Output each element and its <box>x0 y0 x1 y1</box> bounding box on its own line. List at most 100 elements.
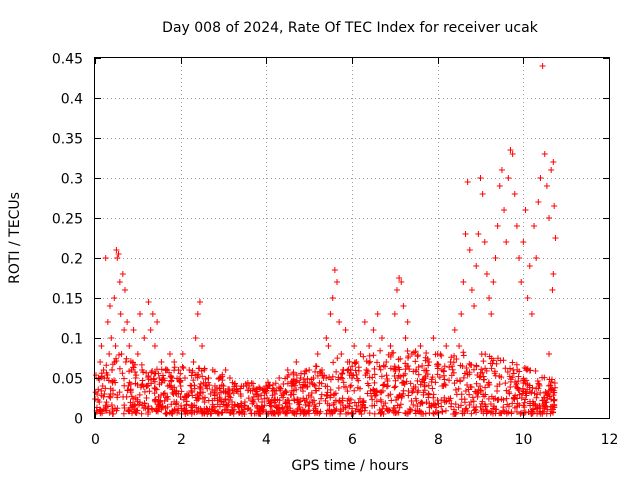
data-point <box>415 371 422 378</box>
data-point <box>471 303 478 309</box>
data-point <box>256 384 263 391</box>
data-point <box>357 351 364 357</box>
data-point <box>232 380 239 387</box>
data-point <box>158 406 165 413</box>
data-point <box>290 370 297 377</box>
data-point <box>301 370 308 377</box>
data-point <box>101 391 108 397</box>
data-point <box>515 378 522 385</box>
data-point <box>506 390 513 397</box>
data-point <box>181 405 188 412</box>
data-point <box>140 383 147 390</box>
data-point <box>380 410 387 417</box>
data-point <box>172 400 179 407</box>
data-point <box>452 401 459 408</box>
data-point <box>421 387 428 394</box>
data-point <box>123 355 130 362</box>
data-point <box>311 381 318 388</box>
data-point <box>189 367 196 374</box>
data-point <box>487 409 494 416</box>
data-point <box>484 407 491 414</box>
data-point <box>442 407 449 414</box>
data-point <box>149 406 156 413</box>
data-point <box>223 402 230 409</box>
data-point <box>547 410 554 417</box>
data-point <box>343 410 350 417</box>
data-point <box>469 394 476 401</box>
data-point <box>478 400 485 407</box>
data-point <box>223 407 230 414</box>
data-point <box>414 377 421 384</box>
data-point <box>419 362 426 369</box>
data-point <box>180 365 187 372</box>
x-tick-label: 8 <box>434 432 443 448</box>
data-point <box>418 378 425 385</box>
data-point <box>548 396 555 403</box>
data-point <box>536 402 543 409</box>
data-point <box>340 405 347 412</box>
data-point <box>151 384 158 391</box>
data-point <box>158 359 165 365</box>
data-point <box>400 387 407 394</box>
data-point <box>136 391 143 398</box>
data-point <box>534 410 541 417</box>
data-point <box>460 279 467 285</box>
data-point <box>471 366 477 373</box>
data-point <box>120 375 127 382</box>
data-point <box>219 409 226 416</box>
data-point <box>349 375 355 381</box>
data-point <box>505 175 512 181</box>
data-point <box>199 343 206 349</box>
data-point <box>160 372 167 379</box>
data-point <box>389 350 396 357</box>
data-point <box>162 367 169 373</box>
data-point <box>211 383 218 389</box>
data-point <box>340 367 347 373</box>
data-point <box>103 362 110 369</box>
data-point <box>229 399 236 405</box>
data-point <box>445 395 452 402</box>
data-point <box>420 410 427 417</box>
data-point <box>114 255 121 261</box>
data-point <box>145 299 152 305</box>
data-point <box>364 390 371 397</box>
data-point <box>474 372 481 379</box>
data-point <box>284 367 291 373</box>
data-point <box>183 401 190 408</box>
data-point <box>449 366 456 373</box>
data-point <box>514 384 521 391</box>
data-point <box>402 335 409 341</box>
data-point <box>458 391 465 398</box>
data-point <box>474 393 481 400</box>
data-point <box>123 393 130 400</box>
data-point <box>171 364 178 371</box>
data-point <box>502 380 509 387</box>
data-point <box>466 247 473 253</box>
data-point <box>509 359 516 366</box>
data-point <box>329 295 336 301</box>
data-point <box>377 409 384 416</box>
data-point <box>238 403 245 410</box>
data-point <box>330 359 337 366</box>
data-point <box>116 279 123 285</box>
data-point <box>332 407 339 414</box>
data-point <box>258 392 265 399</box>
data-point <box>303 367 310 374</box>
data-point <box>336 397 343 404</box>
data-point <box>312 363 319 370</box>
data-point <box>468 287 475 293</box>
data-point <box>495 396 502 403</box>
data-point <box>143 383 150 389</box>
data-point <box>412 407 419 414</box>
data-point <box>281 389 288 396</box>
data-point <box>397 373 404 380</box>
data-point <box>353 359 360 365</box>
data-point <box>168 410 175 417</box>
data-point <box>216 375 223 381</box>
data-point <box>438 403 445 410</box>
data-point <box>207 410 214 417</box>
data-point <box>516 255 523 261</box>
data-point <box>190 359 197 365</box>
data-point <box>378 398 385 405</box>
data-point <box>513 361 520 368</box>
